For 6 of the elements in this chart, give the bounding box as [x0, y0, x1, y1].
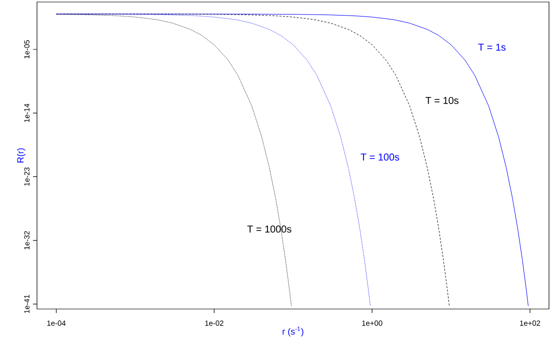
x-axis-title: r (s$^{-1}$)	[282, 326, 304, 336]
y-axis-title: R(r)	[16, 148, 26, 162]
series-label: T = 1000s	[247, 226, 292, 233]
series-label: T = 100s	[360, 154, 400, 161]
series-label: T = 1s	[478, 44, 506, 51]
series-label: T = 10s	[426, 96, 458, 104]
